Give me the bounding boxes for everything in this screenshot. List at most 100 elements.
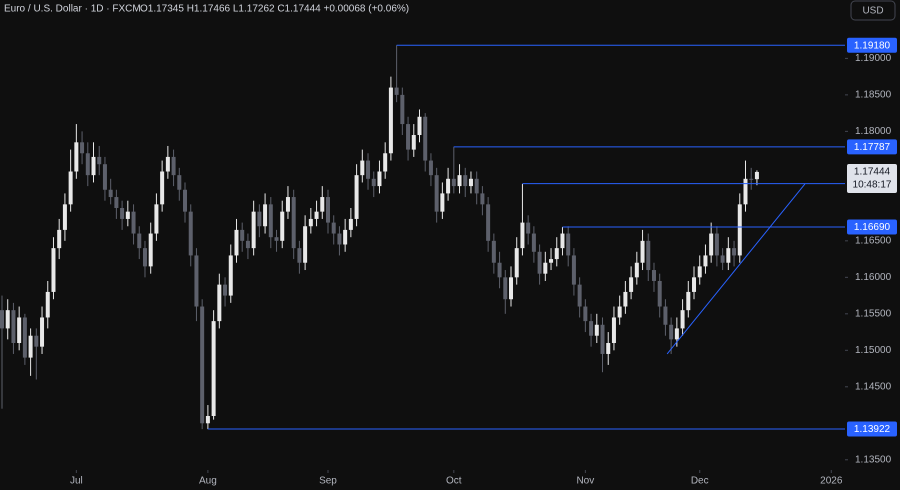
candle-body bbox=[503, 277, 508, 300]
candle-body bbox=[491, 240, 496, 263]
candle-body bbox=[720, 255, 725, 263]
candle-body bbox=[45, 291, 50, 318]
x-tick-label: Aug bbox=[199, 476, 217, 487]
candle-body bbox=[51, 248, 56, 292]
y-tick-label: 1.13500 bbox=[855, 454, 892, 465]
candle-body bbox=[320, 197, 325, 212]
candle-body bbox=[571, 255, 576, 285]
y-tick-label: 1.18000 bbox=[855, 126, 892, 137]
level-label-box bbox=[847, 139, 897, 155]
candle-body bbox=[188, 211, 193, 256]
candle-body bbox=[308, 218, 313, 227]
candle-body bbox=[297, 248, 302, 263]
candle-body bbox=[589, 321, 594, 336]
candle-body bbox=[160, 171, 165, 205]
level-label: 1.13922 bbox=[854, 424, 891, 435]
candle-body bbox=[331, 222, 336, 234]
candle-body bbox=[457, 175, 462, 187]
candle-body bbox=[108, 189, 113, 198]
candle-body bbox=[514, 248, 519, 278]
candle-body bbox=[285, 197, 290, 212]
candle-body bbox=[371, 178, 376, 187]
candle-body bbox=[606, 343, 611, 354]
candle-body bbox=[165, 156, 170, 172]
candle-body bbox=[600, 324, 605, 354]
candle-body bbox=[411, 135, 416, 150]
countdown-timer: 10:48:17 bbox=[853, 180, 892, 191]
level-label-box bbox=[847, 219, 897, 235]
candle-body bbox=[629, 277, 634, 292]
candle-body bbox=[726, 248, 731, 263]
candle-body bbox=[611, 317, 616, 344]
x-tick-label: Nov bbox=[576, 476, 594, 487]
candle-body bbox=[394, 87, 399, 95]
candle-body bbox=[280, 211, 285, 241]
ohlc-legend: O1.17345 H1.17466 L1.17262 C1.17444 +0.0… bbox=[140, 4, 409, 15]
candle-body bbox=[680, 310, 685, 329]
candle-body bbox=[80, 142, 85, 154]
candle-body bbox=[617, 306, 622, 318]
candle-body bbox=[657, 280, 662, 307]
x-tick-label: Sep bbox=[319, 476, 337, 487]
candle-body bbox=[743, 178, 748, 205]
candle-body bbox=[440, 193, 445, 212]
candle-body bbox=[749, 178, 754, 180]
candle-body bbox=[148, 233, 153, 267]
candle-body bbox=[520, 222, 525, 249]
candle-body bbox=[366, 160, 371, 179]
candle-body bbox=[388, 87, 393, 154]
candle-body bbox=[486, 204, 491, 241]
trendline bbox=[666, 183, 806, 355]
candle-body bbox=[354, 175, 359, 219]
candle-body bbox=[5, 310, 10, 329]
candle-body bbox=[651, 270, 656, 281]
candle-body bbox=[125, 211, 130, 219]
x-tick-label: Jul bbox=[70, 476, 83, 487]
candle-body bbox=[91, 156, 96, 176]
last-price-box bbox=[847, 163, 897, 193]
candle-body bbox=[468, 178, 473, 187]
candle-body bbox=[383, 153, 388, 172]
candle-body bbox=[200, 306, 205, 424]
candle-body bbox=[274, 237, 279, 241]
candle-body bbox=[434, 175, 439, 212]
level-label: 1.16690 bbox=[854, 222, 891, 233]
candle-body bbox=[623, 291, 628, 307]
candle-body bbox=[640, 240, 645, 263]
y-tick-label: 1.18500 bbox=[855, 90, 892, 101]
candle-body bbox=[245, 240, 250, 249]
candle-body bbox=[732, 248, 737, 256]
candle-body bbox=[669, 324, 674, 340]
candle-body bbox=[526, 222, 531, 234]
candle-body bbox=[223, 284, 228, 296]
candle-body bbox=[131, 211, 136, 234]
y-tick-label: 1.16000 bbox=[855, 272, 892, 283]
candle-body bbox=[62, 204, 67, 230]
candle-body bbox=[480, 193, 485, 205]
candle-body bbox=[509, 277, 514, 300]
candle-body bbox=[251, 211, 256, 249]
level-label: 1.19180 bbox=[854, 40, 891, 51]
candle-body bbox=[194, 255, 199, 307]
candle-body bbox=[463, 175, 468, 187]
candle-body bbox=[183, 189, 188, 212]
candle-body bbox=[634, 262, 639, 278]
candle-body bbox=[674, 328, 679, 340]
candle-body bbox=[120, 207, 125, 219]
candle-body bbox=[85, 153, 90, 176]
candle-body bbox=[0, 310, 5, 329]
candle-body bbox=[291, 197, 296, 249]
y-tick-label: 1.15000 bbox=[855, 345, 892, 356]
x-tick-label: Oct bbox=[446, 476, 462, 487]
candle-body bbox=[268, 204, 273, 238]
candle-body bbox=[663, 306, 668, 325]
candle-body bbox=[348, 218, 353, 230]
candle-body bbox=[97, 156, 102, 165]
currency-button[interactable] bbox=[850, 0, 896, 21]
last-price-label: 1.17444 bbox=[854, 167, 891, 178]
candle-body bbox=[211, 321, 216, 416]
candle-body bbox=[714, 233, 719, 256]
candle-body bbox=[40, 317, 45, 347]
